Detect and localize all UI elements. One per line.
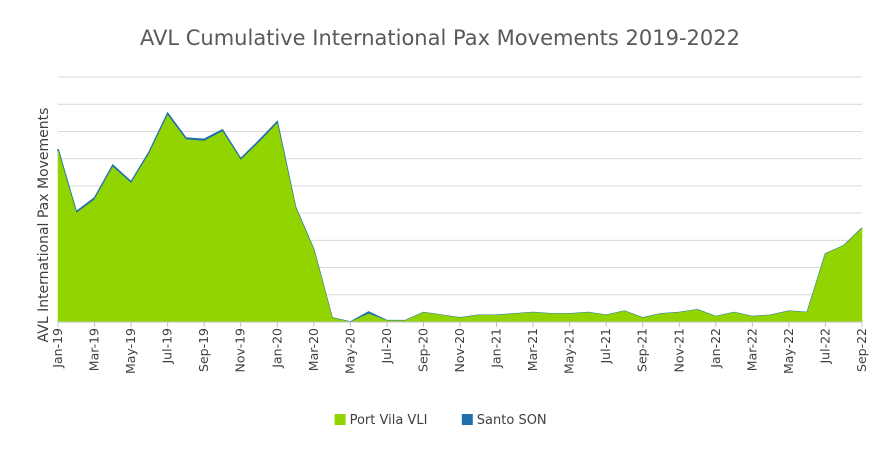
x-tick-label: Nov-21 bbox=[671, 328, 686, 372]
x-tick-label: May-19 bbox=[123, 328, 138, 374]
x-tick-label: Jul-19 bbox=[160, 328, 175, 365]
legend-swatch-port-vila-vli bbox=[334, 414, 346, 425]
x-tick-label: Mar-21 bbox=[525, 328, 540, 371]
x-tick-label: Mar-22 bbox=[744, 328, 759, 371]
x-tick-label: Jan-22 bbox=[708, 328, 723, 369]
x-tick-label: May-20 bbox=[342, 328, 357, 374]
x-tick-label: Sep-20 bbox=[415, 328, 430, 372]
x-tick-label: Jan-19 bbox=[50, 328, 65, 369]
x-tick-label: Mar-19 bbox=[87, 328, 102, 371]
x-tick-label: Mar-20 bbox=[306, 328, 321, 371]
x-tick-label: Sep-22 bbox=[854, 328, 869, 372]
x-tick-label: Jul-21 bbox=[598, 328, 613, 365]
legend-swatch-santo-son bbox=[461, 414, 473, 425]
x-tick-label: Sep-21 bbox=[635, 328, 650, 372]
x-tick-label: Jul-20 bbox=[379, 328, 394, 365]
y-axis-label: AVL International Pax Movements bbox=[36, 108, 52, 343]
x-axis-ticks: Jan-19 Mar-19 May-19 Jul-19 Sep-19 Nov-19 Jan-… bbox=[50, 322, 869, 374]
x-tick-label: Jul-22 bbox=[817, 328, 832, 365]
series-areas bbox=[57, 111, 863, 323]
legend-label-port-vila-vli: Port Vila VLI bbox=[350, 413, 428, 428]
x-tick-label: May-21 bbox=[562, 328, 577, 374]
x-tick-label: Nov-19 bbox=[233, 328, 248, 373]
x-tick-label: Sep-19 bbox=[196, 328, 211, 372]
legend-label-santo-son: Santo SON bbox=[477, 413, 547, 428]
area-port-vila-vli bbox=[57, 114, 863, 323]
x-tick-label: Nov-20 bbox=[452, 328, 467, 373]
chart-title: AVL Cumulative International Pax Movemen… bbox=[140, 26, 740, 50]
x-tick-label: Jan-21 bbox=[489, 328, 504, 369]
x-tick-label: May-22 bbox=[781, 328, 796, 374]
x-tick-label: Jan-20 bbox=[269, 328, 284, 369]
legend: Port Vila VLI Santo SON bbox=[334, 413, 547, 428]
